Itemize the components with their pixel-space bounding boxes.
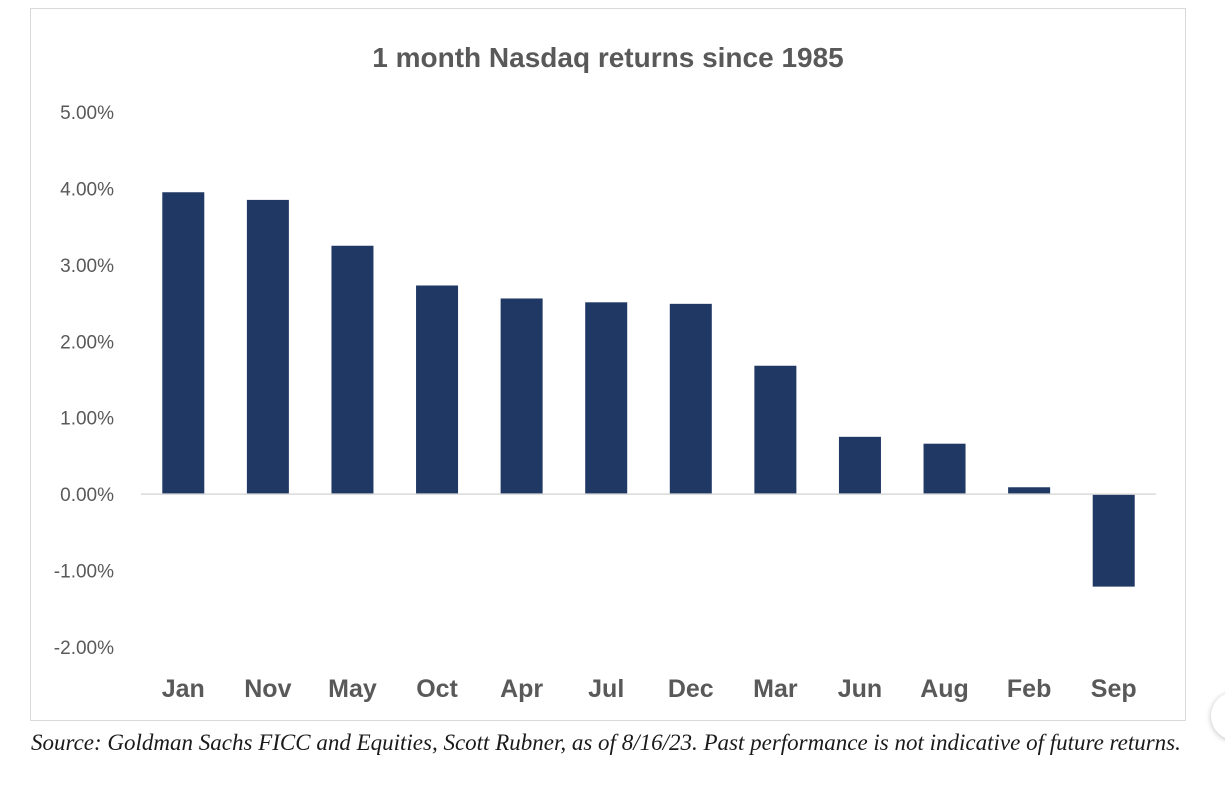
- bar-chart: 1 month Nasdaq returns since 1985 5.00% 4…: [54, 42, 1156, 703]
- y-tick-label: 2.00%: [60, 332, 114, 353]
- x-tick-label: Dec: [668, 675, 714, 703]
- bar-may: [331, 245, 374, 495]
- bar-jan: [162, 192, 205, 495]
- x-tick-label: Oct: [416, 675, 458, 703]
- x-tick-label: Sep: [1091, 675, 1137, 703]
- floating-button[interactable]: [1211, 692, 1225, 740]
- source-note: Source: Goldman Sachs FICC and Equities,…: [31, 730, 1181, 755]
- bars: [162, 192, 1135, 587]
- y-tick-label: 4.00%: [60, 179, 114, 200]
- x-tick-label: Nov: [244, 675, 291, 703]
- y-tick-label: 5.00%: [60, 103, 114, 124]
- x-tick-label: Jul: [588, 675, 624, 703]
- y-tick-label: -1.00%: [54, 562, 114, 583]
- bar-sep: [1092, 494, 1135, 587]
- x-tick-label: Aug: [920, 675, 969, 703]
- y-axis-ticks: 5.00% 4.00% 3.00% 2.00% 1.00% 0.00% -1.00% -2.0…: [54, 103, 114, 659]
- bar-mar: [754, 365, 797, 495]
- bar-jun: [838, 436, 881, 495]
- chart-title: 1 month Nasdaq returns since 1985: [372, 42, 844, 73]
- x-tick-label: Feb: [1007, 675, 1051, 703]
- y-tick-label: -2.00%: [54, 638, 114, 659]
- bar-jul: [585, 302, 628, 495]
- bar-feb: [1008, 487, 1051, 495]
- chart-frame: 1 month Nasdaq returns since 1985 5.00% 4…: [30, 8, 1186, 721]
- x-tick-label: Apr: [500, 675, 543, 703]
- x-tick-label: May: [328, 675, 377, 703]
- y-tick-label: 1.00%: [60, 409, 114, 430]
- bar-nov: [246, 199, 289, 495]
- y-tick-label: 0.00%: [60, 485, 114, 506]
- x-tick-label: Jun: [838, 675, 882, 703]
- bar-oct: [416, 285, 459, 495]
- y-tick-label: 3.00%: [60, 256, 114, 277]
- x-tick-label: Mar: [753, 675, 798, 703]
- x-axis-ticks: Jan Nov May Oct Apr Jul Dec Mar Jun Aug Feb Sep: [162, 675, 1137, 703]
- bar-apr: [500, 298, 543, 495]
- bar-dec: [669, 303, 712, 495]
- x-tick-label: Jan: [162, 675, 205, 703]
- bar-aug: [923, 443, 966, 495]
